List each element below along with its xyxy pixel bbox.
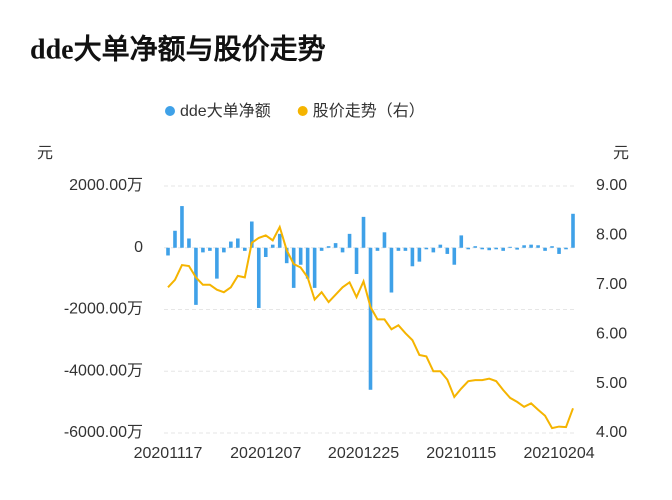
bar	[375, 247, 380, 251]
bar	[487, 247, 492, 251]
bar	[522, 245, 526, 248]
bar	[459, 235, 464, 248]
bar	[305, 247, 310, 279]
y-tick-label: -6000.00万	[64, 424, 143, 441]
x-tick-label: 20201117	[134, 445, 203, 462]
bar	[326, 246, 331, 248]
x-tick-label: 20210115	[426, 445, 496, 462]
bar	[166, 247, 170, 256]
bar	[368, 247, 373, 390]
x-tick-label: 20201225	[328, 445, 399, 462]
bar	[382, 232, 387, 248]
bar	[180, 206, 184, 248]
bar	[501, 247, 505, 251]
bar	[417, 247, 422, 262]
bar	[424, 247, 429, 250]
y-tick-label: -4000.00万	[64, 362, 143, 379]
bar	[354, 247, 359, 274]
bar	[473, 246, 478, 248]
bar	[403, 247, 408, 251]
bar	[431, 247, 436, 253]
bar	[466, 247, 471, 250]
y-unit: 元	[37, 145, 53, 162]
x-tick-label: 20201207	[230, 445, 301, 462]
y-tick-label: 2000.00万	[69, 177, 143, 194]
bar	[187, 238, 191, 248]
bar	[361, 216, 366, 248]
bar	[243, 247, 247, 251]
bar	[263, 247, 268, 258]
bar	[438, 244, 443, 248]
bar	[208, 247, 212, 251]
bar	[256, 247, 261, 308]
bar	[277, 233, 282, 248]
bar	[173, 230, 177, 248]
bar	[508, 246, 512, 248]
y2-tick-label: 4.00	[596, 424, 627, 441]
y2-unit: 元	[613, 145, 629, 162]
bar	[340, 247, 345, 253]
y2-tick-label: 7.00	[596, 276, 627, 293]
bar	[319, 247, 324, 251]
bar	[494, 247, 498, 250]
legend-marker	[297, 106, 308, 116]
y2-tick-label: 9.00	[596, 177, 627, 194]
bar	[396, 247, 401, 251]
y2-tick-label: 5.00	[596, 375, 627, 392]
bar	[389, 247, 394, 293]
legend-label: dde大单净额	[180, 102, 271, 120]
y2-tick-label: 8.00	[596, 227, 627, 244]
bar	[312, 247, 317, 288]
chart-title: dde大单净额与股价走势	[30, 33, 326, 65]
bar	[557, 247, 561, 254]
bar	[564, 247, 568, 250]
y-tick-label: -2000.00万	[64, 301, 143, 318]
bar	[410, 247, 415, 267]
bar	[236, 238, 240, 248]
x-tick-label: 20210204	[523, 445, 594, 462]
y2-tick-label: 6.00	[596, 325, 627, 342]
bar	[291, 247, 296, 288]
bar	[284, 247, 289, 264]
bar	[452, 247, 457, 265]
bar	[270, 244, 275, 248]
bar	[229, 241, 233, 248]
bar	[249, 221, 254, 248]
bar	[515, 247, 519, 250]
price-line	[167, 224, 574, 430]
legend-label: 股价走势（右）	[313, 102, 425, 120]
bar	[550, 246, 554, 248]
bar	[529, 244, 533, 248]
bar	[298, 247, 303, 265]
y-tick-label: 0	[134, 239, 143, 256]
bar	[333, 243, 338, 248]
bar	[215, 247, 219, 279]
bar	[480, 247, 485, 250]
bar	[347, 233, 352, 248]
bar	[536, 245, 540, 248]
bar	[571, 213, 575, 248]
legend-marker	[165, 106, 175, 116]
bar	[222, 247, 226, 253]
bar	[445, 247, 450, 254]
bar	[543, 247, 547, 251]
bar	[201, 247, 205, 253]
